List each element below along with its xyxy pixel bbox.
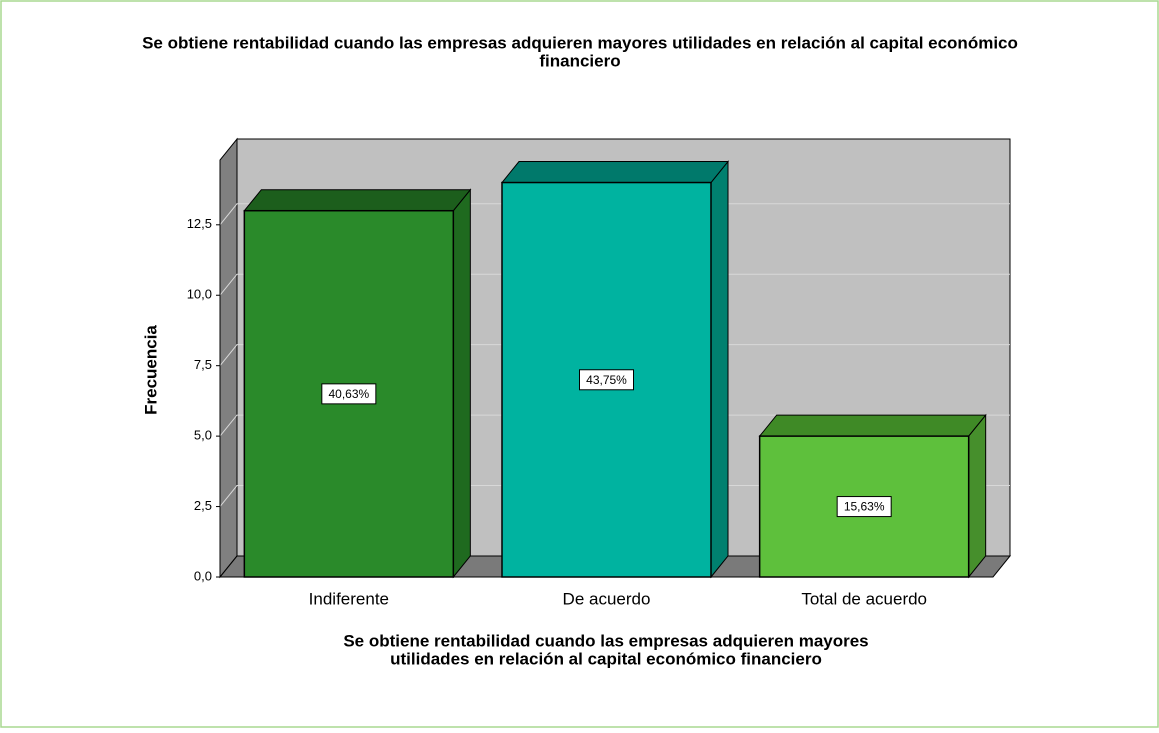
grid-line [219,273,1010,296]
bar-top [758,414,987,437]
data-label-box [579,369,634,391]
y-tick-label: 7,5 [194,357,212,372]
side-wall [219,137,238,579]
bar-side [968,413,987,579]
x-tick-label: De acuerdo [563,589,651,608]
data-label-box [836,496,892,518]
bar-top [243,189,472,212]
bar-top [500,161,730,184]
y-axis-title: Frecuencia [141,325,160,415]
y-tick-label: 10,0 [187,287,212,302]
y-tick-label: 5,0 [194,428,212,443]
y-tick-label: 2,5 [194,498,212,513]
data-label: 15,63% [844,500,885,514]
chart-title: Se obtiene rentabilidad cuando las empre… [142,33,1018,52]
grid-line [219,203,1010,226]
grid-line [219,344,1010,366]
x-axis-title: utilidades en relación al capital económ… [390,649,822,668]
y-tick-label: 12,5 [187,216,212,231]
bar [243,209,455,578]
chart-title: financiero [539,51,620,70]
data-label: 43,75% [586,373,627,387]
bar-side [452,188,471,579]
bar-side [710,160,729,579]
grid-line [219,414,1010,437]
x-axis-title: Se obtiene rentabilidad cuando las empre… [343,631,868,650]
data-label: 40,63% [328,387,369,401]
x-tick-label: Total de acuerdo [801,589,927,608]
grid-line [219,485,1010,507]
y-tick-label: 0,0 [194,568,212,583]
data-label-box [321,383,377,405]
x-tick-label: Indiferente [309,589,389,608]
